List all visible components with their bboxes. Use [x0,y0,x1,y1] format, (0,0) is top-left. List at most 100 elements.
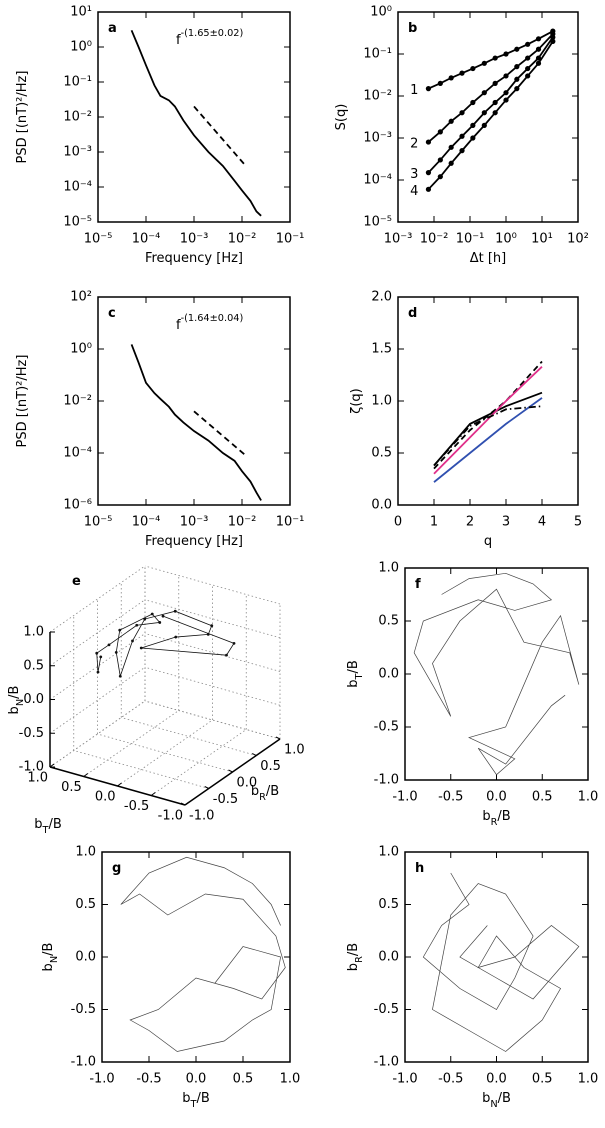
panel-label: e [72,574,81,589]
data-point [459,148,465,154]
label-part: N [49,956,60,963]
data-point [161,614,165,618]
data-point [150,612,154,616]
label-part: T [354,674,365,681]
grid-line [83,710,179,777]
data-point [95,651,99,655]
data-point [492,80,498,86]
label-part: b [41,963,56,971]
x-tick-label: -0.5 [136,1072,161,1087]
data-line [433,360,543,470]
y-tick-label: 10⁻³ [363,131,392,146]
y-tick-label: -1.0 [374,1055,399,1070]
data-point [481,122,487,128]
y-tick-label: 2.0 [371,290,392,305]
grid-line [49,633,146,700]
x-tick-label: 10⁻¹ [276,232,305,247]
data-line [427,33,554,143]
x-axis-label: bR/B [251,784,279,803]
x-tick-label: 10⁻⁵ [84,515,113,530]
y-tick-label: 10⁻² [63,394,92,409]
x-tick-label: 10⁻³ [384,232,413,247]
data-point [492,110,498,116]
trajectory [413,572,580,776]
data-point [118,674,122,678]
data-point [535,46,542,52]
data-point [503,97,509,103]
x-tick-label: 0.0 [237,776,258,791]
grid-line [49,599,146,667]
y-axis-label: PSD [(nT)²/Hz] [15,71,30,164]
label-part: /B [346,660,361,673]
data-point [107,643,111,647]
series-label: 4 [410,184,418,199]
x-tick-label: 0.5 [532,1072,553,1087]
data-point [535,36,542,42]
data-line [193,105,247,167]
grid-line [73,750,209,789]
x-tick-label: 0 [394,515,402,530]
data-point [232,641,236,645]
label-part: b [346,963,361,971]
x-axis-label: Frequency [Hz] [145,534,243,549]
x-tick-label: -1.0 [189,809,214,824]
data-point [210,624,214,628]
panel-label: f [415,577,421,592]
y-tick [184,801,190,806]
y-tick-label: 10⁻⁵ [63,215,92,230]
annotation: f-(1.64±0.04) [176,313,243,333]
y-axis-label: bN/B [41,943,60,972]
data-point [503,90,509,96]
y-tick-label: 10⁻⁴ [63,180,92,195]
y-tick-label: 0.5 [378,614,399,629]
data-point [514,64,520,70]
y-tick-label: 10⁻⁵ [363,215,392,230]
series-label: 2 [410,137,418,152]
y-tick-label: 1.0 [75,845,96,860]
panel-label: h [415,861,424,876]
x-tick-label: 10⁻² [420,232,449,247]
data-point [525,65,531,72]
x-tick [204,786,209,789]
data-line [428,30,554,90]
data-point [481,110,487,116]
data-point [437,129,443,135]
y-tick-label: 10⁻⁶ [63,498,92,513]
x-tick [275,736,281,740]
y-tick-label: 10¹ [70,5,92,20]
label-part: R [491,817,498,828]
x-tick-label: 1.0 [578,790,599,805]
x-tick-label: 10⁻¹ [276,515,305,530]
label-part: /B [196,1091,209,1106]
x-axis-label: Frequency [Hz] [145,251,243,266]
data-point [437,157,443,163]
x-tick-label: 4 [538,515,546,530]
x-axis-label: q [484,534,492,549]
data-point [448,144,454,150]
plot-frame [97,11,291,223]
y-axis-label: ζ(q) [349,388,364,413]
data-point [143,617,147,621]
plot-frame [97,296,291,506]
x-tick-label: 0.5 [532,790,553,805]
y-tick-label: 10⁻¹ [63,75,92,90]
y-tick-label: 10⁻⁴ [363,173,392,188]
data-point [225,653,228,657]
y-tick-label: 10⁻¹ [363,47,392,62]
x-tick-label: 1 [430,515,438,530]
label-part: /B [498,1091,511,1106]
label-part: -(1.65±0.02) [181,28,244,39]
y-tick-label: -1.0 [71,1055,96,1070]
data-point [173,609,177,613]
label-part: /B [346,943,361,956]
label-part: N [490,1099,497,1110]
y-tick-label: 0.0 [371,498,392,513]
z-tick-label: -0.5 [19,726,44,741]
y-tick-label: 1.0 [378,561,399,576]
label-part: R [354,956,365,963]
data-point [96,670,100,674]
data-point [481,90,487,96]
data-point [481,60,487,66]
y-tick-label: 10² [70,290,92,305]
label-part: b [482,1091,490,1106]
